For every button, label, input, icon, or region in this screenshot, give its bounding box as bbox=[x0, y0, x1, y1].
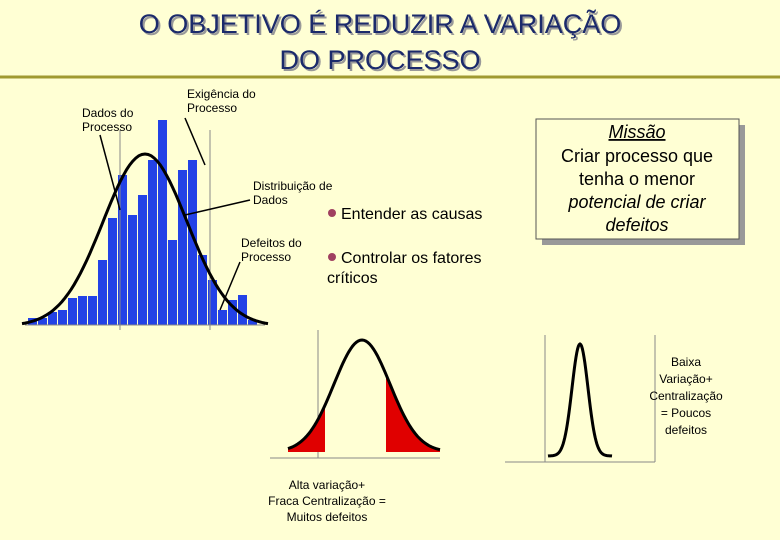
defect-tail bbox=[288, 405, 325, 452]
histogram bbox=[28, 120, 257, 325]
histogram-bar bbox=[198, 255, 207, 325]
text: Variação+ bbox=[659, 372, 712, 386]
histogram-bar bbox=[218, 310, 227, 325]
title-line: DO PROCESSO bbox=[279, 45, 480, 75]
label: Processo bbox=[82, 120, 132, 134]
bell-curve bbox=[21, 152, 269, 326]
mission-text: defeitos bbox=[605, 215, 668, 235]
text: Baixa bbox=[671, 355, 701, 369]
label: Dados bbox=[253, 193, 288, 207]
title: O OBJETIVO É REDUZIR A VARIAÇÃO O OBJETI… bbox=[139, 8, 624, 77]
histogram-bar bbox=[238, 295, 247, 325]
text: defeitos bbox=[665, 423, 707, 437]
histogram-bar bbox=[118, 175, 127, 325]
label: Processo bbox=[241, 250, 291, 264]
histogram-bar bbox=[128, 215, 137, 325]
histogram-bar bbox=[68, 298, 77, 325]
bullet bbox=[328, 253, 336, 261]
arrows bbox=[99, 117, 251, 311]
label: Defeitos do bbox=[241, 236, 302, 250]
mission-text: Criar processo que bbox=[561, 146, 713, 166]
mission-text: tenha o menor bbox=[579, 169, 695, 189]
histogram-bar bbox=[188, 160, 197, 325]
label: Processo bbox=[187, 101, 237, 115]
histogram-bar bbox=[208, 280, 217, 325]
histogram-bar bbox=[98, 260, 107, 325]
low-variation: Baixa Variação+ Centralização = Poucos d… bbox=[649, 355, 723, 437]
histogram-bar bbox=[168, 240, 177, 325]
mission-text: potencial de criar bbox=[567, 192, 706, 212]
histogram-bar bbox=[158, 120, 167, 325]
bell-curve bbox=[547, 342, 613, 458]
bullet-text: Controlar os fatores bbox=[341, 250, 482, 267]
bell-curve bbox=[287, 338, 441, 452]
text: Fraca Centralização = bbox=[268, 494, 386, 508]
label: Distribuição de bbox=[253, 179, 333, 193]
histogram-bar bbox=[228, 300, 237, 325]
text: Alta variação+ bbox=[289, 478, 365, 492]
defect-tail bbox=[386, 374, 440, 452]
histogram-bar bbox=[248, 320, 257, 325]
mission-box bbox=[535, 118, 740, 240]
label: Dados do bbox=[82, 106, 134, 120]
histogram-bar bbox=[148, 160, 157, 325]
histogram-bar bbox=[138, 195, 147, 325]
text: = Poucos bbox=[661, 406, 711, 420]
bullet-text: críticos bbox=[327, 270, 378, 287]
histogram-bar bbox=[38, 318, 47, 325]
histogram-bar bbox=[178, 170, 187, 325]
histogram-bar bbox=[48, 312, 57, 325]
title-line: O OBJETIVO É REDUZIR A VARIAÇÃO bbox=[139, 8, 622, 39]
text: Centralização bbox=[649, 389, 723, 403]
text: Muitos defeitos bbox=[287, 510, 368, 524]
histogram-bar bbox=[58, 310, 67, 325]
mission: Missão Criar processo que tenha o menor … bbox=[561, 122, 713, 235]
bullet-text: Entender as causas bbox=[341, 206, 482, 223]
bullet bbox=[328, 209, 336, 217]
high-variation: Alta variação+ Fraca Centralização = Mui… bbox=[268, 478, 386, 524]
label: Exigência do bbox=[187, 87, 256, 101]
title-shadow: DO PROCESSO bbox=[281, 47, 482, 77]
title-shadow: O OBJETIVO É REDUZIR A VARIAÇÃO bbox=[141, 10, 624, 41]
histogram-bar bbox=[108, 218, 117, 325]
histogram-bar bbox=[78, 296, 87, 325]
mission-heading: Missão bbox=[608, 122, 665, 142]
histogram-bar bbox=[88, 296, 97, 325]
